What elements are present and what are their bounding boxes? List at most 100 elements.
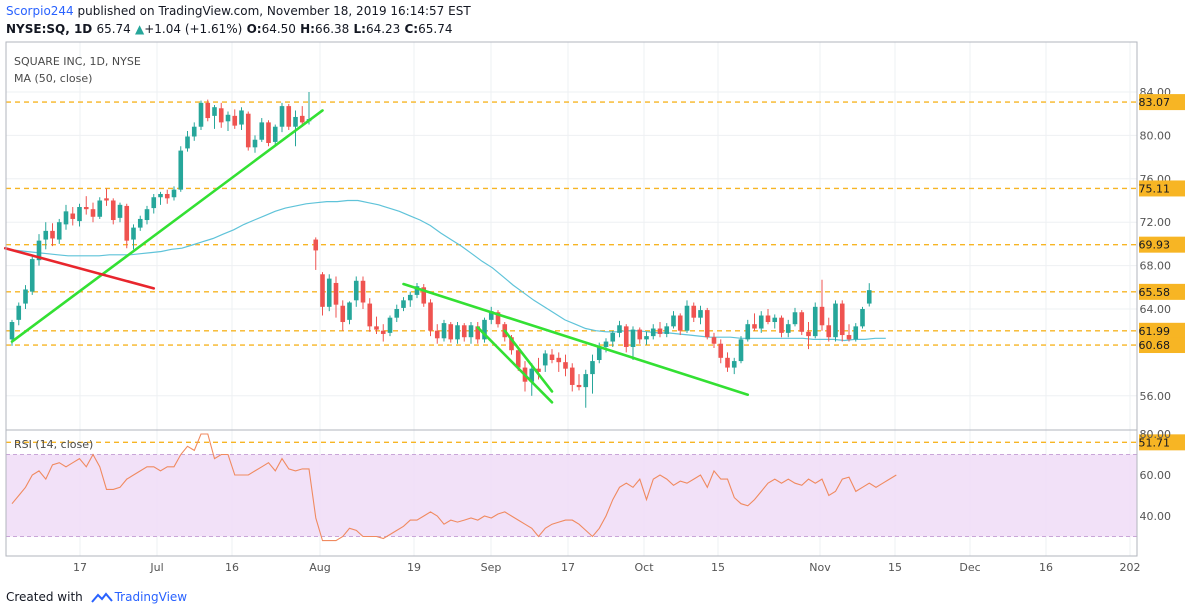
candle — [860, 306, 865, 329]
candle — [191, 122, 197, 141]
x-tick-label: 16 — [1039, 561, 1053, 574]
candle — [590, 354, 595, 394]
candle — [340, 300, 346, 331]
candle-body — [218, 108, 224, 123]
candle-body — [43, 230, 49, 240]
candle — [212, 105, 217, 129]
candle — [704, 307, 710, 340]
rsi-tick-label: 60.00 — [1140, 469, 1172, 482]
candle-body — [171, 189, 177, 198]
candle — [56, 218, 62, 244]
change: +1.04 (+1.61%) — [144, 22, 243, 36]
candle-body — [286, 106, 292, 127]
candle-body — [718, 343, 724, 358]
candle — [698, 305, 703, 325]
low-label: L: — [353, 22, 366, 36]
candle — [36, 234, 42, 266]
candle-body — [63, 211, 69, 225]
candle — [846, 324, 852, 342]
candle-body — [745, 324, 751, 340]
candle-body — [448, 324, 454, 340]
candle — [104, 188, 109, 206]
candle — [853, 323, 859, 342]
candle — [495, 310, 501, 328]
candle-body — [684, 305, 690, 331]
candle-body — [488, 311, 494, 320]
candle-body — [515, 350, 521, 368]
candle-body — [9, 322, 15, 340]
candle — [833, 300, 838, 342]
x-tick-label: Aug — [309, 561, 330, 574]
candle-body — [455, 325, 460, 340]
up-triangle-icon: ▲ — [135, 22, 145, 36]
candle — [367, 298, 373, 332]
low-value: 64.23 — [365, 22, 401, 36]
candle-body — [590, 361, 595, 375]
candle-body — [90, 209, 96, 217]
candle-body — [610, 332, 616, 342]
candle — [272, 124, 278, 147]
candle-body — [644, 336, 649, 340]
candle — [313, 237, 319, 270]
candle-body — [731, 361, 737, 368]
candle-body — [691, 305, 697, 318]
candle-body — [387, 317, 393, 333]
high-value: 66.38 — [314, 22, 350, 36]
trendline-green — [10, 109, 324, 343]
ma50-path — [5, 199, 886, 342]
candle-body — [657, 328, 663, 334]
candle — [677, 313, 683, 336]
candle-body — [36, 240, 42, 261]
ma-legend: MA (50, close) — [14, 72, 93, 85]
candle — [792, 307, 798, 327]
price-tick-label: 56.00 — [1140, 390, 1172, 403]
candle-body — [569, 367, 575, 385]
candle-body — [293, 116, 298, 127]
level-lines — [6, 101, 1137, 444]
candle — [738, 336, 744, 364]
candle-body — [637, 329, 643, 340]
candle — [286, 103, 292, 130]
candle — [347, 301, 352, 325]
trendline-red — [3, 246, 156, 290]
candle-body — [650, 328, 656, 337]
published-text: published on TradingView.com, November 1… — [73, 4, 471, 18]
candle — [144, 205, 150, 225]
candle — [225, 111, 231, 132]
candle-body — [677, 315, 683, 331]
candle — [421, 284, 427, 307]
author-link[interactable]: Scorpio244 — [6, 4, 74, 18]
trendlines — [3, 109, 750, 404]
candle-body — [178, 150, 184, 190]
candle-body — [205, 102, 211, 119]
candle-body — [792, 312, 798, 325]
level-tag — [1139, 94, 1185, 111]
candle-body — [407, 294, 413, 301]
candle — [569, 363, 575, 392]
ma-line — [5, 199, 886, 342]
outer-frame — [5, 41, 1138, 557]
candle-body — [259, 122, 265, 140]
candle-body — [97, 200, 103, 217]
x-tick-label: 17 — [73, 561, 87, 574]
candle — [259, 118, 265, 142]
tradingview-brand-link[interactable]: TradingView — [114, 590, 188, 604]
last-price: 65.74 — [96, 22, 131, 36]
candle — [583, 369, 589, 408]
candle — [576, 374, 582, 391]
candle-body — [428, 302, 433, 331]
candle-body — [860, 309, 865, 327]
candle — [29, 256, 35, 295]
candle-body — [212, 107, 217, 116]
level-tag-label: 60.68 — [1139, 339, 1171, 352]
candle-body — [779, 317, 784, 333]
candle — [468, 322, 474, 344]
candle-body — [16, 305, 22, 320]
candle — [650, 324, 656, 340]
candle — [657, 322, 663, 338]
symbol: NYSE:SQ, 1D — [6, 22, 93, 36]
candle-body — [272, 126, 278, 142]
candle — [866, 283, 872, 307]
candle-body — [353, 280, 359, 301]
